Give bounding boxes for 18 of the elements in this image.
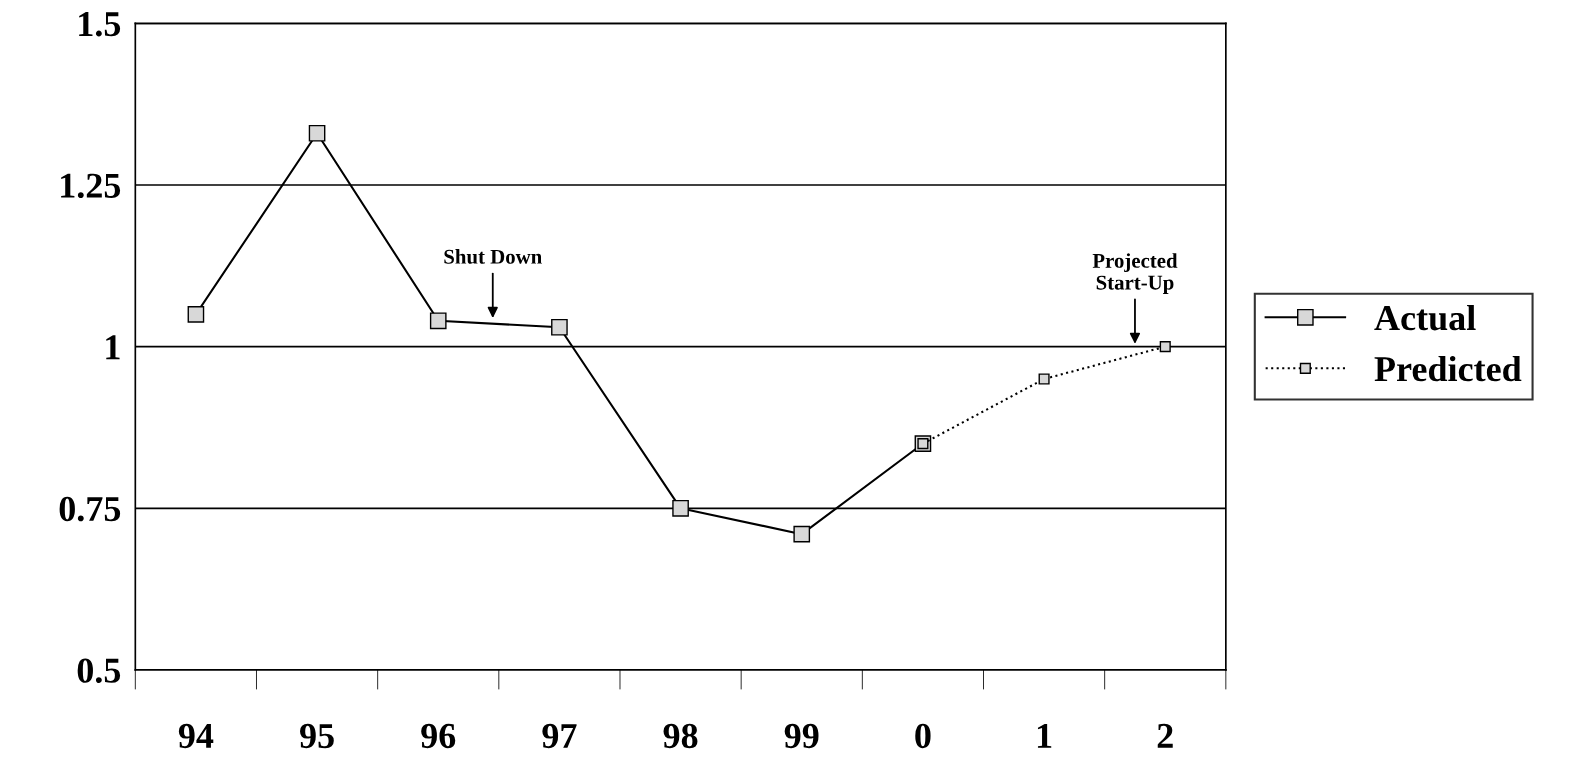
y-tick-label: 1.5 [79,12,121,37]
annotation: Shut Down [444,249,542,264]
y-tick-label: 0.5 [77,658,121,683]
x-tick-label: 94 [178,723,214,749]
annotation: Projected Start-Up [1092,253,1178,294]
x-tick-label: 0 [915,723,931,749]
x-tick-label: 96 [421,723,456,749]
x-tick-label: 99 [784,723,819,749]
legend-label: Predicted [1374,355,1522,382]
y-tick-label: 1.25 [61,173,121,199]
x-tick-label: 97 [542,723,577,749]
x-tick-label: 95 [300,723,334,749]
y-tick-label: 1 [106,335,120,360]
legend-label: Actual [1374,304,1476,331]
x-tick-label: 98 [663,723,698,749]
y-tick-label: 0.75 [59,496,121,522]
x-tick-label: 2 [1157,723,1173,748]
x-tick-label: 1 [1037,723,1052,748]
